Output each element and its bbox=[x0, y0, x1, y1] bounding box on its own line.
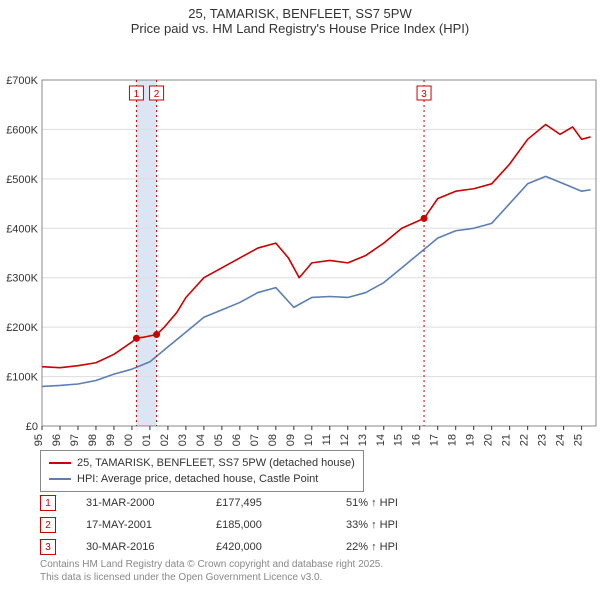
svg-text:£500K: £500K bbox=[6, 174, 38, 186]
svg-text:1997: 1997 bbox=[69, 434, 81, 446]
svg-text:2012: 2012 bbox=[339, 434, 351, 446]
svg-text:£600K: £600K bbox=[6, 124, 38, 136]
marker-badge: 1 bbox=[40, 495, 56, 511]
title-line-2: Price paid vs. HM Land Registry's House … bbox=[0, 21, 600, 36]
svg-text:2020: 2020 bbox=[483, 434, 495, 446]
svg-text:2006: 2006 bbox=[231, 434, 243, 446]
legend-item: 25, TAMARISK, BENFLEET, SS7 5PW (detache… bbox=[49, 455, 355, 471]
svg-text:£0: £0 bbox=[26, 421, 38, 433]
svg-text:£300K: £300K bbox=[6, 273, 38, 285]
marker-date: 31-MAR-2000 bbox=[86, 497, 216, 509]
marker-delta: 33% ↑ HPI bbox=[346, 519, 466, 531]
svg-text:2016: 2016 bbox=[411, 434, 423, 446]
marker-delta: 51% ↑ HPI bbox=[346, 497, 466, 509]
marker-date: 30-MAR-2016 bbox=[86, 541, 216, 553]
legend: 25, TAMARISK, BENFLEET, SS7 5PW (detache… bbox=[40, 450, 364, 492]
svg-text:2021: 2021 bbox=[501, 434, 513, 446]
svg-text:2002: 2002 bbox=[159, 434, 171, 446]
marker-badge: 3 bbox=[40, 539, 56, 555]
svg-text:2: 2 bbox=[154, 89, 160, 100]
svg-text:2014: 2014 bbox=[375, 434, 387, 446]
marker-table: 1 31-MAR-2000 £177,495 51% ↑ HPI 2 17-MA… bbox=[40, 492, 466, 558]
marker-row: 2 17-MAY-2001 £185,000 33% ↑ HPI bbox=[40, 514, 466, 536]
svg-text:2025: 2025 bbox=[573, 434, 585, 446]
svg-text:2018: 2018 bbox=[447, 434, 459, 446]
marker-price: £177,495 bbox=[216, 497, 346, 509]
svg-text:1: 1 bbox=[134, 89, 140, 100]
svg-text:2013: 2013 bbox=[357, 434, 369, 446]
svg-text:2004: 2004 bbox=[195, 434, 207, 446]
svg-text:1995: 1995 bbox=[33, 434, 45, 446]
line-chart: £0 £100K £200K £300K £400K £500K £600K £700K 199… bbox=[0, 36, 600, 446]
chart-titles: 25, TAMARISK, BENFLEET, SS7 5PW Price pa… bbox=[0, 0, 600, 36]
svg-text:2010: 2010 bbox=[303, 434, 315, 446]
svg-text:2000: 2000 bbox=[123, 434, 135, 446]
svg-text:2011: 2011 bbox=[321, 434, 333, 446]
svg-text:2017: 2017 bbox=[429, 434, 441, 446]
legend-item: HPI: Average price, detached house, Cast… bbox=[49, 471, 355, 487]
svg-text:£400K: £400K bbox=[6, 223, 38, 235]
svg-text:£700K: £700K bbox=[6, 75, 38, 87]
legend-label: HPI: Average price, detached house, Cast… bbox=[77, 471, 318, 487]
svg-text:3: 3 bbox=[421, 89, 427, 100]
marker-badge: 2 bbox=[40, 517, 56, 533]
title-line-1: 25, TAMARISK, BENFLEET, SS7 5PW bbox=[0, 6, 600, 21]
marker-price: £185,000 bbox=[216, 519, 346, 531]
marker-price: £420,000 bbox=[216, 541, 346, 553]
marker-delta: 22% ↑ HPI bbox=[346, 541, 466, 553]
svg-text:2003: 2003 bbox=[177, 434, 189, 446]
svg-text:1996: 1996 bbox=[51, 434, 63, 446]
svg-text:1998: 1998 bbox=[87, 434, 99, 446]
footer-line-2: This data is licensed under the Open Gov… bbox=[40, 571, 383, 584]
svg-text:2005: 2005 bbox=[213, 434, 225, 446]
svg-text:2015: 2015 bbox=[393, 434, 405, 446]
footer-line-1: Contains HM Land Registry data © Crown c… bbox=[40, 558, 383, 571]
svg-text:2007: 2007 bbox=[249, 434, 261, 446]
marker-row: 1 31-MAR-2000 £177,495 51% ↑ HPI bbox=[40, 492, 466, 514]
svg-text:2024: 2024 bbox=[555, 434, 567, 446]
svg-text:1999: 1999 bbox=[105, 434, 117, 446]
legend-swatch bbox=[49, 478, 71, 480]
legend-swatch bbox=[49, 462, 71, 464]
svg-text:2019: 2019 bbox=[465, 434, 477, 446]
svg-text:2008: 2008 bbox=[267, 434, 279, 446]
marker-row: 3 30-MAR-2016 £420,000 22% ↑ HPI bbox=[40, 536, 466, 558]
svg-text:2001: 2001 bbox=[141, 434, 153, 446]
svg-text:£200K: £200K bbox=[6, 322, 38, 334]
legend-label: 25, TAMARISK, BENFLEET, SS7 5PW (detache… bbox=[77, 455, 355, 471]
chart-container: 25, TAMARISK, BENFLEET, SS7 5PW Price pa… bbox=[0, 0, 600, 590]
svg-text:2009: 2009 bbox=[285, 434, 297, 446]
svg-text:2022: 2022 bbox=[519, 434, 531, 446]
svg-text:£100K: £100K bbox=[6, 372, 38, 384]
svg-text:2023: 2023 bbox=[537, 434, 549, 446]
marker-date: 17-MAY-2001 bbox=[86, 519, 216, 531]
footer-note: Contains HM Land Registry data © Crown c… bbox=[40, 558, 383, 584]
